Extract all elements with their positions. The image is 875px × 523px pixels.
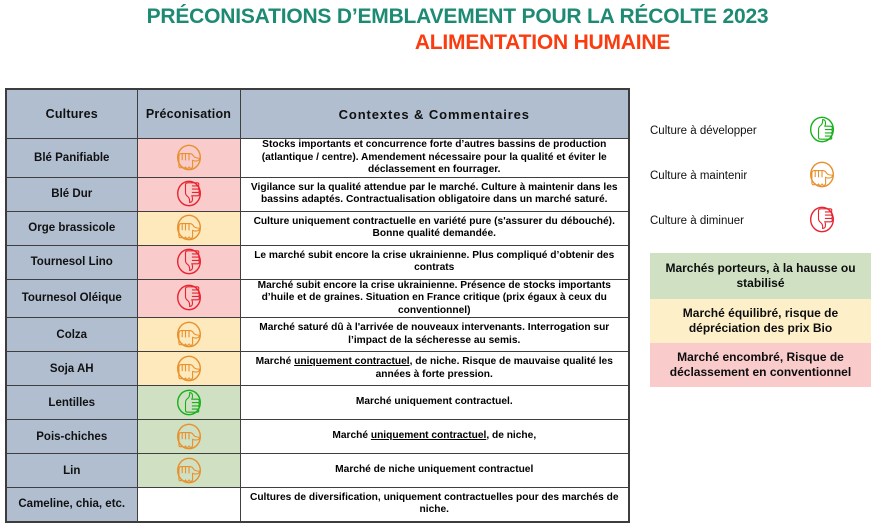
table-row: Colza Marché saturé dû à l'arrivée de nou… xyxy=(5,317,630,352)
legend-item-label: Culture à diminuer xyxy=(650,214,744,227)
table-row: Pois-chiches Marché uniquement contractue… xyxy=(5,419,630,454)
thumb-side-icon xyxy=(176,214,202,242)
thumb-down-icon xyxy=(176,248,202,276)
context-comment: Cultures de diversification, uniquement … xyxy=(239,487,630,522)
table-row: Tournesol Oléique Marché subit encore la … xyxy=(5,278,630,318)
preconisation-cell xyxy=(136,278,241,318)
context-comment: Vigilance sur la qualité attendue par le… xyxy=(239,176,630,212)
preconisation-cell xyxy=(136,453,241,488)
legend-box-porteurs: Marchés porteurs, à la hausse ou stabili… xyxy=(650,253,871,299)
column-header-contextes: Contextes & Commentaires xyxy=(239,88,630,139)
thumb-side-icon xyxy=(176,321,202,349)
context-comment: Le marché subit encore la crise ukrainie… xyxy=(239,244,630,280)
culture-name: Pois-chiches xyxy=(5,419,138,454)
preconisation-cell xyxy=(136,138,241,178)
culture-name: Lentilles xyxy=(5,385,138,420)
legend-box-equilibre: Marché équilibré, risque de dépréciation… xyxy=(650,299,871,343)
thumb-down-icon xyxy=(176,284,202,312)
preconisation-cell xyxy=(136,244,241,280)
thumb-side-icon xyxy=(809,161,837,191)
column-header-preconisation: Préconisation xyxy=(136,88,241,139)
legend-item-label: Culture à développer xyxy=(650,124,757,137)
culture-name: Tournesol Oléique xyxy=(5,278,138,318)
preconisation-cell xyxy=(136,419,241,454)
table-header: Cultures Préconisation Contextes & Comme… xyxy=(5,88,630,139)
preconisation-cell xyxy=(136,176,241,212)
preconisation-cell xyxy=(136,351,241,386)
context-comment: Marché uniquement contractuel, de niche.… xyxy=(239,351,630,386)
legend-item-thumb-up: Culture à développer xyxy=(650,108,872,153)
page-subtitle: ALIMENTATION HUMAINE xyxy=(414,31,671,54)
context-comment: Stocks importants et concurrence forte d… xyxy=(239,138,630,178)
culture-name: Tournesol Lino xyxy=(5,244,138,280)
table-row: Soja AH Marché uniquement contractuel, de… xyxy=(5,351,630,386)
thumb-down-icon xyxy=(176,180,202,208)
context-comment: Marché uniquement contractuel, de niche, xyxy=(239,419,630,454)
thumb-down-icon xyxy=(809,206,837,236)
context-comment: Marché de niche uniquement contractuel xyxy=(239,453,630,488)
table-row: Tournesol Lino Le marché subit encore la … xyxy=(5,244,630,280)
context-comment: Marché uniquement contractuel. xyxy=(239,385,630,420)
column-header-cultures: Cultures xyxy=(5,88,138,139)
crop-recommendation-table: Cultures Préconisation Contextes & Comme… xyxy=(5,88,630,523)
thumb-up-icon xyxy=(176,389,202,417)
legend-item-mark xyxy=(802,116,844,146)
table-row: Orge brassicole Culture uniquement contra… xyxy=(5,210,630,246)
page-title: PRÉCONISATIONS D’EMBLAVEMENT POUR LA RÉC… xyxy=(146,5,769,28)
culture-name: Blé Dur xyxy=(5,176,138,212)
legend-item-thumb-side: Culture à maintenir xyxy=(650,153,872,198)
thumb-side-icon xyxy=(176,355,202,383)
legend-icon-list: Culture à développer Culture à maintenir C… xyxy=(650,108,872,243)
table-row: Lentilles Marché uniquement contractuel. xyxy=(5,385,630,420)
table-row: Cameline, chia, etc. Cultures de diversif… xyxy=(5,487,630,522)
table-row: Blé Dur Vigilance sur la qualité attendue… xyxy=(5,176,630,212)
culture-name: Lin xyxy=(5,453,138,488)
context-comment: Marché subit encore la crise ukrainienne… xyxy=(239,278,630,318)
legend-box-encombre: Marché encombré, Risque de déclassement … xyxy=(650,343,871,387)
table-row: Blé Panifiable Stocks importants et concu… xyxy=(5,138,630,178)
title-block: PRÉCONISATIONS D’EMBLAVEMENT POUR LA RÉC… xyxy=(0,0,875,56)
thumb-side-icon xyxy=(176,144,202,172)
preconisation-cell xyxy=(136,210,241,246)
thumb-side-icon xyxy=(176,423,202,451)
culture-name: Orge brassicole xyxy=(5,210,138,246)
table-row: Lin Marché de niche uniquement contractue… xyxy=(5,453,630,488)
culture-name: Blé Panifiable xyxy=(5,138,138,178)
culture-name: Soja AH xyxy=(5,351,138,386)
table-body: Blé Panifiable Stocks importants et concu… xyxy=(5,138,630,522)
legend-item-mark xyxy=(802,206,844,236)
context-comment: Culture uniquement contractuelle en vari… xyxy=(239,210,630,246)
preconisation-cell xyxy=(136,487,241,522)
legend-item-label: Culture à maintenir xyxy=(650,169,748,182)
legend-item-mark xyxy=(802,161,844,191)
culture-name: Colza xyxy=(5,317,138,352)
legend-item-thumb-down: Culture à diminuer xyxy=(650,198,872,243)
thumb-up-icon xyxy=(809,116,837,146)
context-comment: Marché saturé dû à l'arrivée de nouveaux… xyxy=(239,317,630,352)
preconisation-cell xyxy=(136,317,241,352)
culture-name: Cameline, chia, etc. xyxy=(5,487,138,522)
preconisation-cell xyxy=(136,385,241,420)
legend-color-list: Marchés porteurs, à la hausse ou stabili… xyxy=(650,253,871,387)
thumb-side-icon xyxy=(176,457,202,485)
